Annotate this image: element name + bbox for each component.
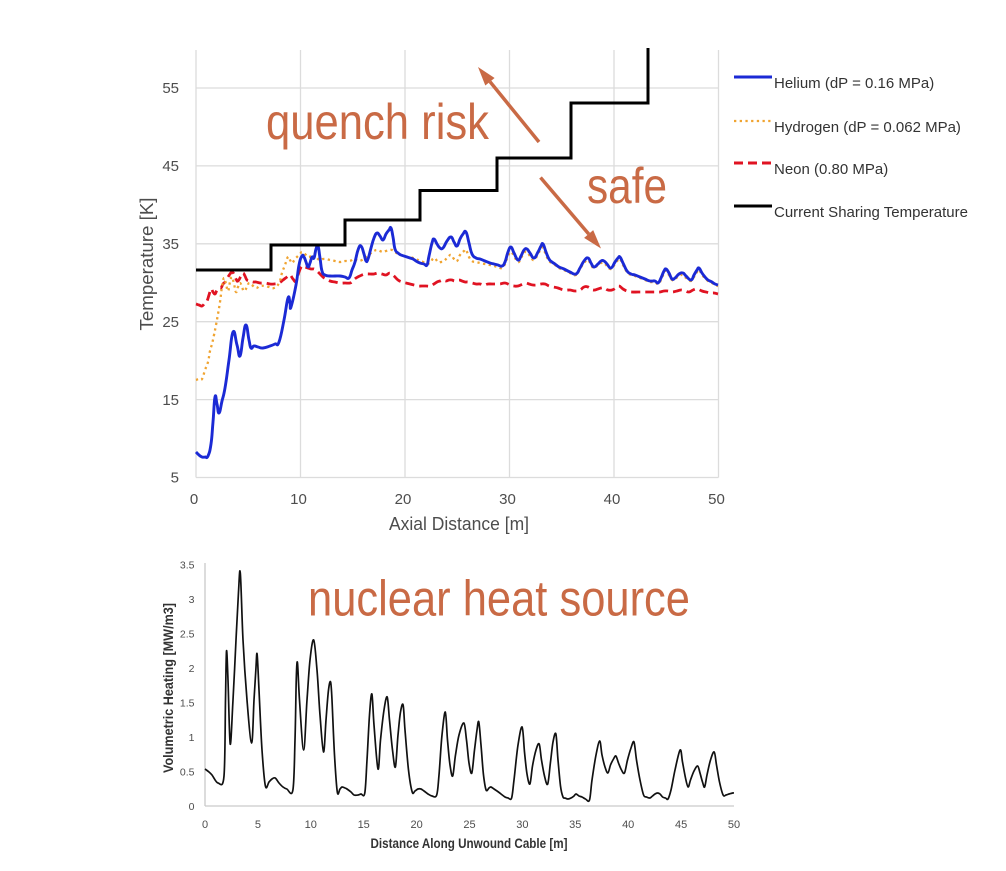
svg-text:15: 15 [358,819,370,831]
svg-text:10: 10 [290,491,307,508]
svg-text:nuclear heat source: nuclear heat source [308,571,690,627]
svg-text:Current Sharing Temperature: Current Sharing Temperature [774,204,968,221]
svg-text:50: 50 [728,819,740,831]
svg-text:1.5: 1.5 [180,697,195,709]
svg-text:Temperature [K]: Temperature [K] [137,198,157,331]
svg-text:10: 10 [305,819,317,831]
svg-text:30: 30 [516,819,528,831]
svg-text:Volumetric Heating [MW/m3]: Volumetric Heating [MW/m3] [160,603,176,773]
svg-text:Neon (0.80 MPa): Neon (0.80 MPa) [774,161,888,178]
svg-text:Distance Along Unwound Cable [: Distance Along Unwound Cable [m] [371,835,568,851]
svg-text:50: 50 [708,491,725,508]
svg-text:0: 0 [190,491,198,508]
svg-text:40: 40 [604,491,621,508]
svg-text:2.5: 2.5 [180,628,195,640]
svg-text:5: 5 [255,819,261,831]
svg-text:2: 2 [189,663,195,675]
svg-text:35: 35 [162,236,179,253]
svg-text:quench risk: quench risk [266,94,490,150]
svg-text:0: 0 [189,801,195,813]
svg-text:Axial Distance [m]: Axial Distance [m] [389,514,529,534]
svg-text:45: 45 [162,158,179,175]
svg-text:25: 25 [463,819,475,831]
svg-text:5: 5 [171,470,179,487]
svg-text:25: 25 [162,314,179,331]
svg-text:20: 20 [410,819,422,831]
svg-text:15: 15 [162,392,179,409]
svg-text:3.5: 3.5 [180,559,195,571]
svg-text:safe: safe [587,158,667,214]
svg-text:0.5: 0.5 [180,766,195,778]
svg-text:Hydrogen (dP = 0.062 MPa): Hydrogen (dP = 0.062 MPa) [774,119,961,136]
svg-text:35: 35 [569,819,581,831]
svg-text:20: 20 [395,491,412,508]
svg-text:0: 0 [202,819,208,831]
svg-text:30: 30 [499,491,516,508]
svg-text:55: 55 [162,80,179,97]
svg-text:40: 40 [622,819,634,831]
svg-text:45: 45 [675,819,687,831]
svg-text:3: 3 [189,594,195,606]
svg-text:1: 1 [189,732,195,744]
svg-text:Helium (dP = 0.16 MPa): Helium (dP = 0.16 MPa) [774,75,934,92]
